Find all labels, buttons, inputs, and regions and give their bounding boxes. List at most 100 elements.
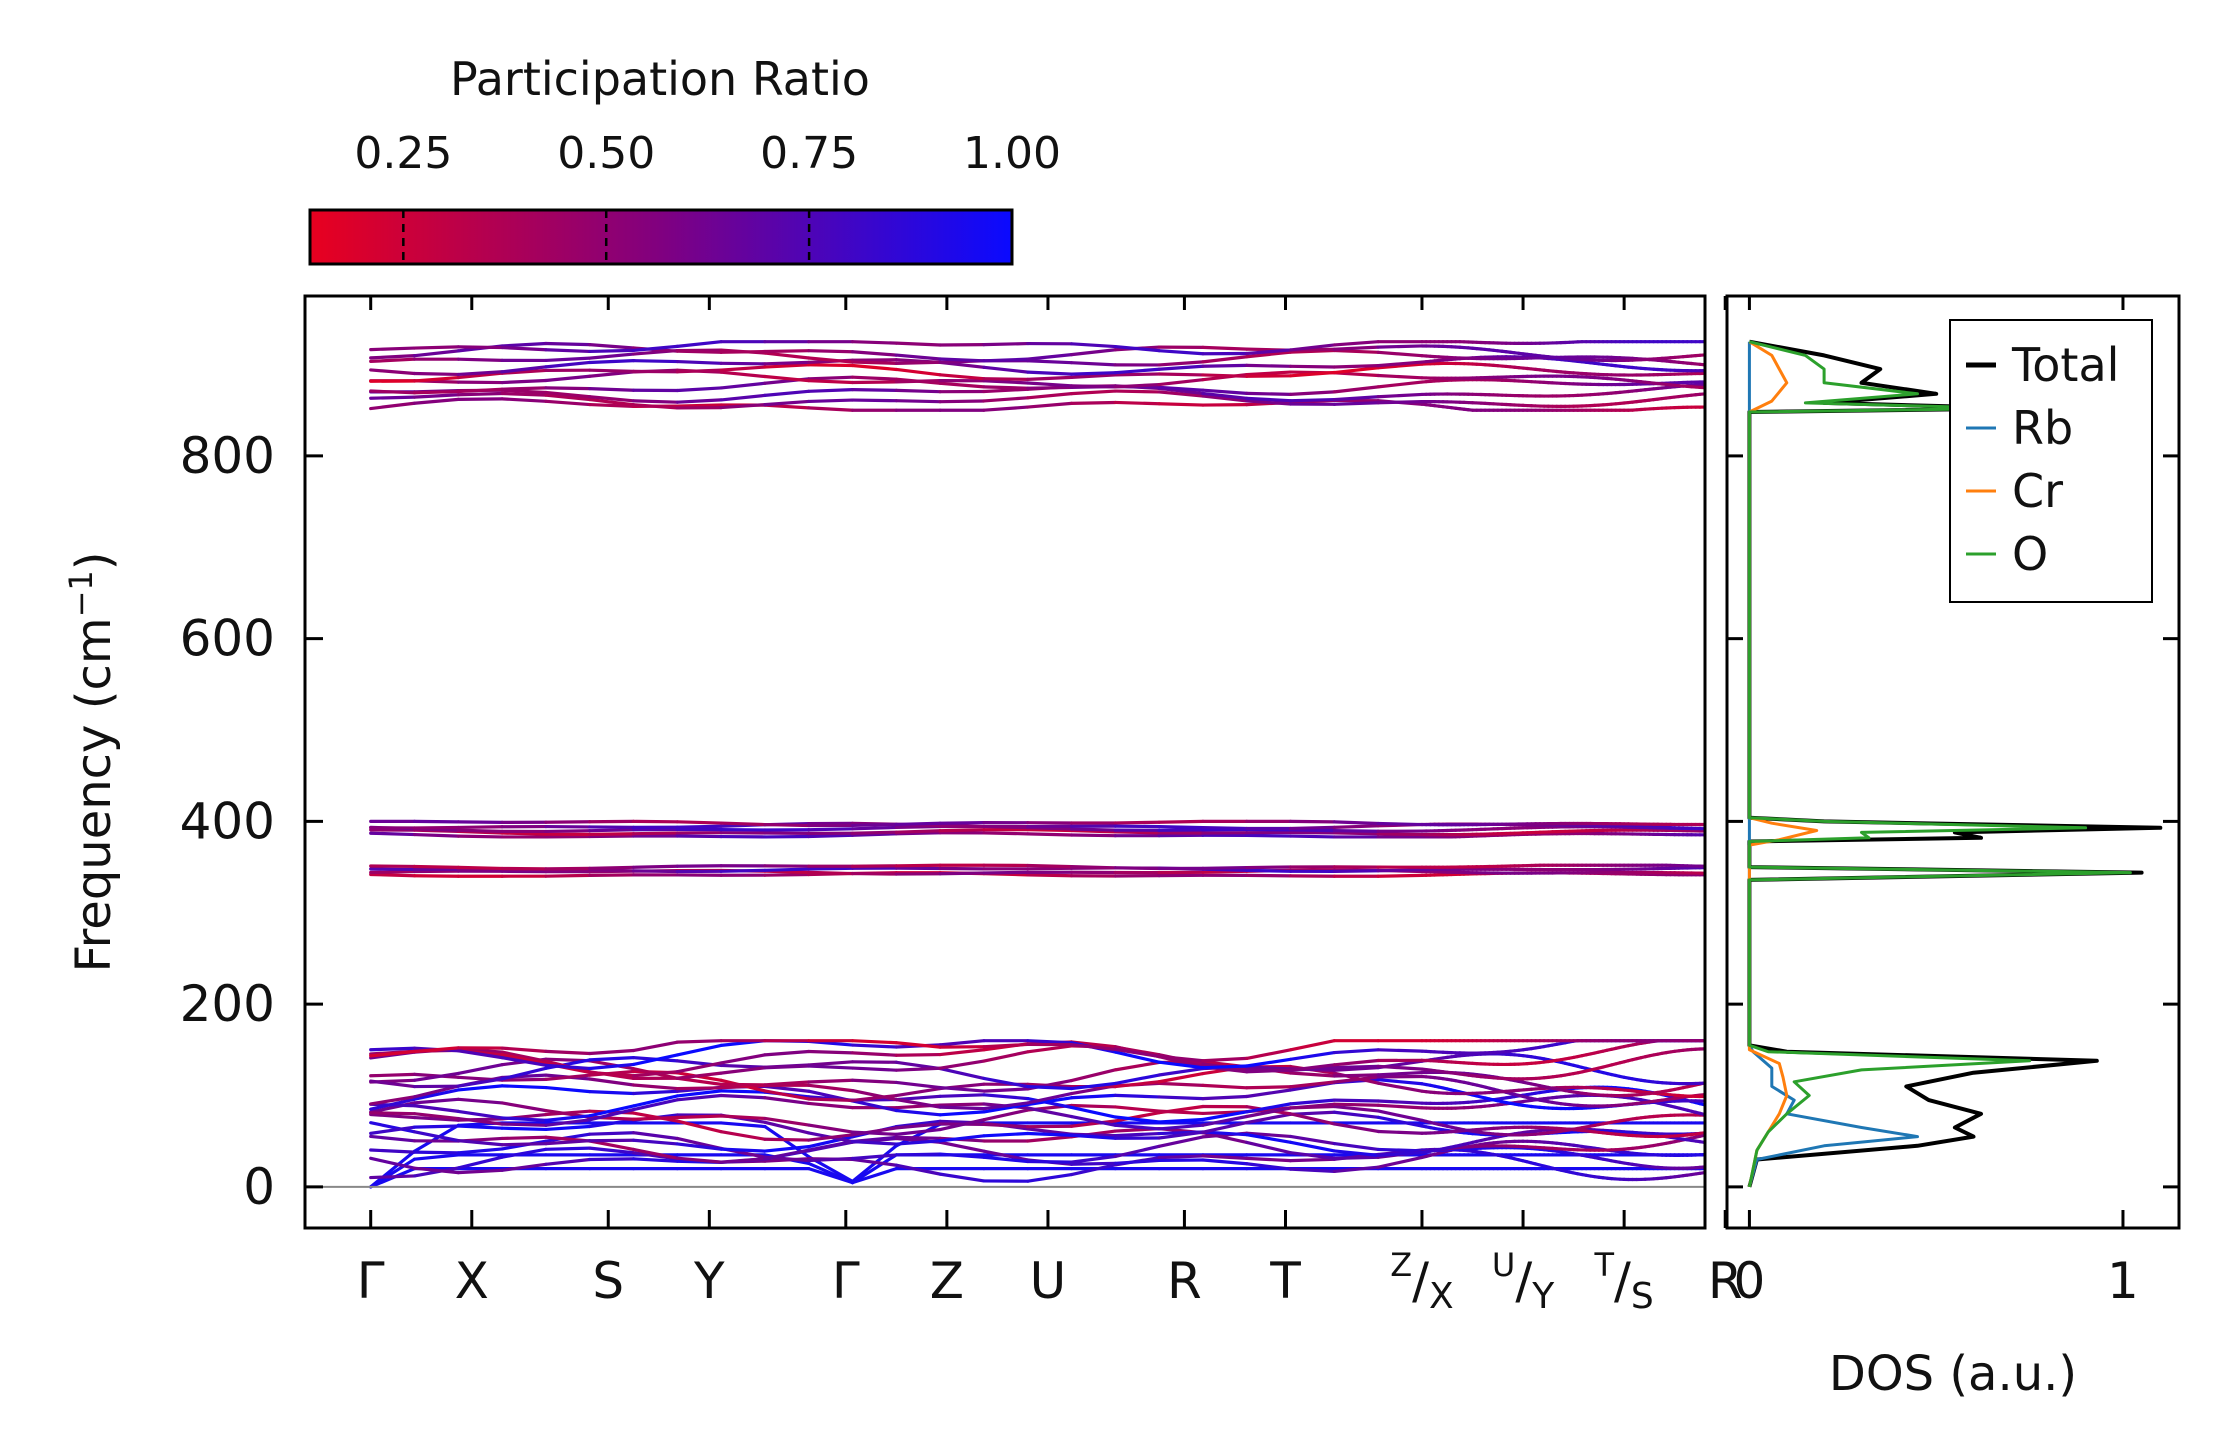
band-line-segment — [369, 1149, 417, 1189]
band-line-segment — [588, 1146, 636, 1155]
band-line-segment — [1245, 1048, 1293, 1061]
band-line-segment — [1113, 866, 1161, 871]
band-line-segment — [1245, 1102, 1293, 1114]
band-line-segment — [675, 349, 723, 354]
band-line-segment — [938, 1059, 986, 1070]
band-line-segment — [675, 1061, 723, 1074]
band-line-segment — [412, 397, 460, 405]
band-line-segment — [412, 393, 460, 399]
band-line-segment — [982, 387, 1030, 394]
band-line-segment — [1708, 1171, 1712, 1172]
band-line-segment — [1288, 825, 1336, 831]
band-line-segment — [1332, 1058, 1380, 1067]
band-line-segment — [1245, 396, 1293, 403]
band-line-segment — [1245, 1088, 1293, 1099]
band-line-segment — [412, 1084, 460, 1099]
legend-items: Total Rb Cr O — [1966, 338, 2119, 581]
band-line-segment — [675, 340, 723, 348]
band-line-segment — [412, 1130, 460, 1143]
kpoint-label: X — [455, 1252, 489, 1310]
band-line-segment — [1157, 1081, 1205, 1087]
band-line-segment — [807, 827, 855, 832]
kpoint-label: R — [1167, 1252, 1202, 1310]
band-line-segment — [412, 389, 460, 395]
band-line-segment — [982, 377, 1030, 381]
band-line-segment — [1332, 831, 1380, 836]
band-line-segment — [850, 1130, 898, 1136]
band-line-segment — [631, 1131, 679, 1141]
band-line-segment — [588, 868, 636, 873]
band-line-segment — [1332, 395, 1380, 402]
band-line-segment — [719, 370, 767, 379]
band-line-segment — [850, 1139, 898, 1146]
band-line-segment — [719, 1089, 767, 1094]
band-line-segment — [1026, 1159, 1074, 1164]
colorbar-tick-label: 0.75 — [760, 128, 858, 179]
band-line-segment — [1288, 1167, 1336, 1173]
band-line-segment — [544, 1049, 592, 1056]
band-x-axis: Γ X S Y Γ Z U R T Z/XU/YT/S R — [357, 296, 1743, 1317]
band-line-segment — [412, 345, 460, 350]
band-line-segment — [894, 821, 942, 827]
band-line-segment — [500, 368, 548, 375]
band-line-segment — [938, 821, 986, 825]
band-line-segment — [1332, 820, 1380, 826]
band-line-segment — [1245, 363, 1293, 368]
colorbar: Participation Ratio 0.25 0.50 0.75 1.00 — [308, 52, 1061, 266]
band-line-segment — [588, 1048, 636, 1056]
band-line-segment — [456, 1097, 504, 1105]
band-line-segment — [1201, 1158, 1249, 1166]
band-line-segment — [369, 1095, 417, 1106]
band-line-segment — [982, 870, 1030, 875]
band-line-segment — [500, 1147, 548, 1159]
band-line-segment — [1026, 392, 1074, 400]
band-line-segment — [719, 1114, 767, 1121]
band-line-segment — [938, 1085, 986, 1093]
band-line-segment — [631, 1115, 679, 1121]
band-line-segment — [807, 1156, 855, 1163]
kpoint-slash: / — [1614, 1252, 1631, 1310]
band-line-segment — [763, 349, 811, 354]
dos-axes-frame — [1725, 294, 2181, 1230]
band-line-segment — [1069, 833, 1117, 838]
legend-label: O — [2012, 527, 2048, 581]
band-line-segment — [1332, 366, 1380, 375]
band-line-segment — [1376, 1115, 1424, 1128]
band-line-segment — [807, 363, 855, 368]
band-line-segment — [456, 1109, 504, 1120]
band-line-segment — [588, 1104, 636, 1118]
band-line-segment — [1157, 1060, 1205, 1070]
band-line-segment — [1069, 371, 1117, 376]
band-line-segment — [588, 1139, 636, 1152]
band-line-segment — [1201, 394, 1249, 403]
band-line-segment — [1069, 1133, 1117, 1140]
band-line-segment — [500, 1101, 548, 1113]
band-line-segment — [1332, 348, 1380, 354]
band-line-segment — [1069, 342, 1117, 349]
kpoint-sub: X — [1429, 1276, 1454, 1317]
band-line-segment — [1245, 1057, 1293, 1068]
band-line-segment — [763, 1148, 811, 1161]
band-line-segment — [588, 1059, 636, 1071]
band-line-segment — [500, 388, 548, 395]
kpoint-label: Γ — [832, 1252, 860, 1310]
band-line-segment — [982, 405, 1030, 412]
band-line-segment — [500, 1050, 548, 1063]
band-line-segment — [369, 346, 417, 352]
band-line-segment — [588, 1077, 636, 1087]
band-line-segment — [763, 374, 811, 383]
band-line-segment — [1376, 1147, 1424, 1153]
band-line-segment — [1332, 1073, 1380, 1078]
band-line-segment — [938, 357, 986, 363]
band-line-segment — [500, 1077, 548, 1082]
band-line-segment — [938, 1134, 986, 1143]
dos-series-o — [1747, 340, 2132, 1188]
band-line-segment — [1245, 1156, 1293, 1163]
band-line-segment — [807, 1060, 855, 1067]
colorbar-gradient — [308, 208, 1014, 266]
band-line-segment — [456, 865, 504, 871]
band-line-segment — [1245, 399, 1293, 406]
band-line-segment — [763, 867, 811, 872]
band-line-segment — [456, 371, 504, 380]
band-line-segment — [807, 349, 855, 354]
